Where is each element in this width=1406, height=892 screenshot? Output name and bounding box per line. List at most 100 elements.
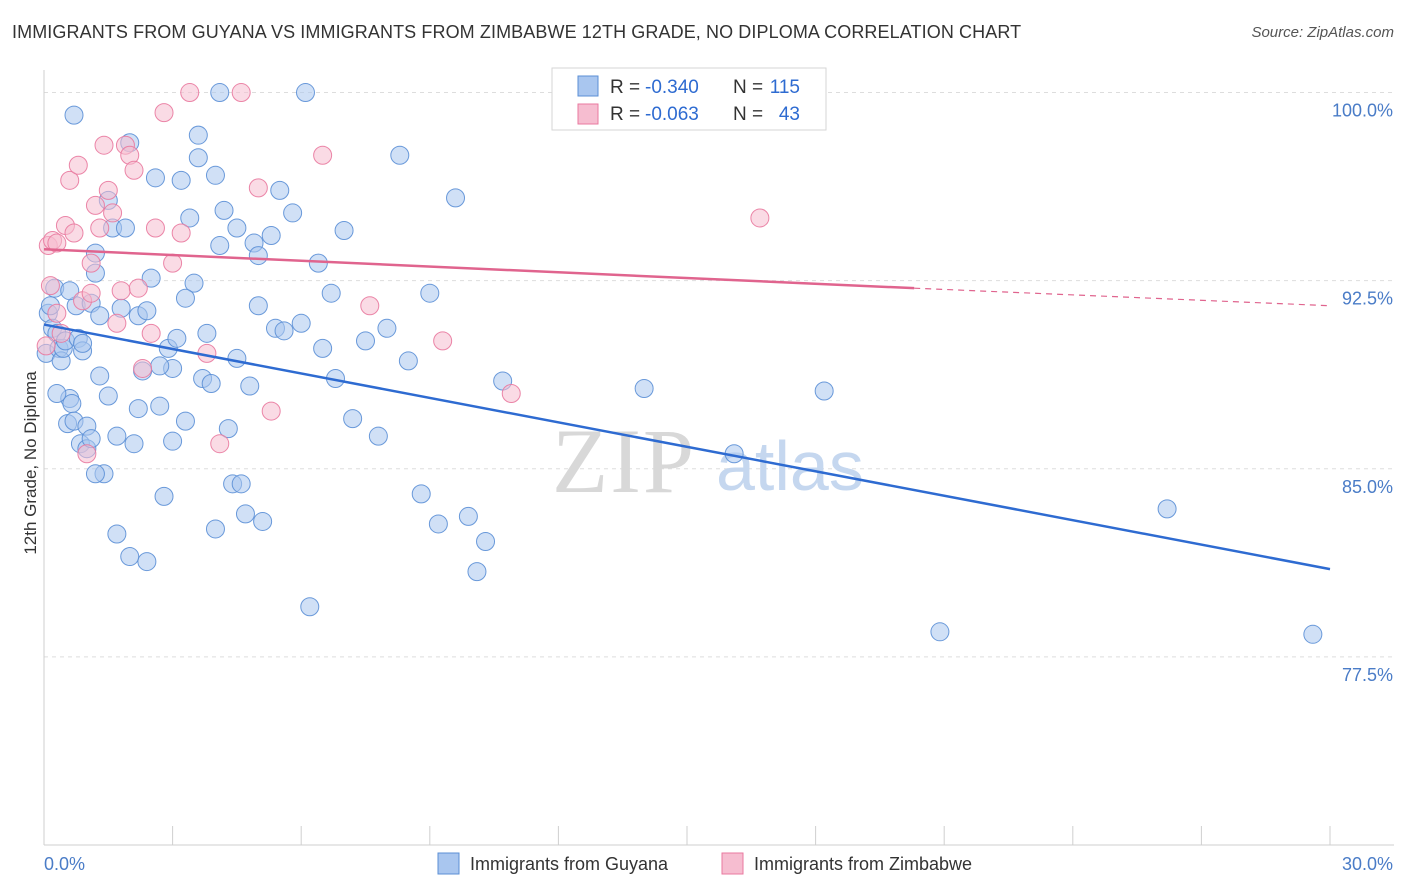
point-zimbabwe	[124, 160, 144, 180]
point-guyana	[356, 331, 375, 351]
point-guyana	[205, 519, 225, 539]
point-zimbabwe	[40, 276, 60, 296]
bottom-legend-label-zimbabwe: Immigrants from Zimbabwe	[754, 854, 972, 874]
point-guyana	[115, 218, 135, 238]
bottom-legend-swatch-zimbabwe	[721, 852, 744, 875]
point-guyana	[201, 373, 221, 393]
point-guyana	[124, 434, 144, 454]
point-zimbabwe	[248, 178, 268, 198]
point-guyana	[283, 203, 303, 223]
x-tick-label-max: 30.0%	[1342, 854, 1393, 874]
legend-n-label-guyana: N =	[733, 77, 763, 98]
point-guyana	[420, 283, 440, 303]
point-zimbabwe	[98, 180, 118, 200]
point-guyana	[171, 170, 191, 190]
y-tick-label: 85.0%	[1342, 477, 1393, 497]
point-guyana	[175, 411, 195, 431]
point-guyana	[150, 356, 170, 376]
point-guyana	[137, 301, 157, 321]
point-guyana	[107, 524, 127, 544]
point-guyana	[235, 504, 255, 524]
point-guyana	[145, 168, 165, 188]
point-zimbabwe	[81, 253, 101, 273]
legend-r-value-guyana: -0.340	[645, 77, 699, 98]
legend-swatch-zimbabwe	[577, 103, 599, 125]
point-guyana	[214, 200, 234, 220]
point-zimbabwe	[360, 296, 380, 316]
point-guyana	[343, 409, 363, 429]
point-guyana	[141, 268, 161, 288]
point-guyana	[930, 622, 950, 642]
point-zimbabwe	[107, 313, 127, 333]
point-guyana	[334, 220, 354, 240]
point-zimbabwe	[501, 384, 521, 404]
point-guyana	[270, 180, 290, 200]
y-tick-labels: 77.5% 85.0% 92.5% 100.0%	[1332, 101, 1393, 685]
trend-line-zimbabwe	[43, 248, 915, 290]
point-guyana	[60, 281, 80, 301]
point-guyana	[377, 318, 397, 338]
point-guyana	[85, 464, 105, 484]
bottom-legend-swatch-guyana	[437, 852, 460, 875]
point-guyana	[248, 296, 268, 316]
point-guyana	[180, 208, 200, 228]
point-zimbabwe	[180, 83, 200, 103]
point-guyana	[184, 273, 204, 293]
point-guyana	[137, 552, 157, 572]
point-guyana	[411, 484, 431, 504]
point-guyana	[218, 419, 238, 439]
point-zimbabwe	[750, 208, 770, 228]
point-guyana	[467, 562, 487, 582]
watermark: ZIP atlas	[552, 410, 864, 512]
point-guyana	[240, 376, 260, 396]
point-guyana	[1303, 624, 1323, 644]
point-guyana	[390, 145, 410, 165]
point-guyana	[1157, 499, 1177, 519]
trend-lines	[43, 248, 1331, 571]
y-tick-label: 92.5%	[1342, 289, 1393, 309]
point-guyana	[398, 351, 418, 371]
point-guyana	[253, 511, 273, 531]
point-zimbabwe	[145, 218, 165, 238]
point-guyana	[73, 333, 93, 353]
point-guyana	[261, 226, 281, 246]
legend-n-value-zimbabwe: 43	[779, 104, 800, 125]
point-guyana	[313, 338, 333, 358]
y-axis-label: 12th Grade, No Diploma	[21, 371, 40, 555]
point-zimbabwe	[77, 444, 97, 464]
point-guyana	[291, 313, 311, 333]
point-guyana	[634, 379, 654, 399]
chart-title: IMMIGRANTS FROM GUYANA VS IMMIGRANTS FRO…	[12, 22, 1022, 42]
point-guyana	[167, 328, 187, 348]
point-guyana	[227, 348, 247, 368]
point-zimbabwe	[81, 283, 101, 303]
point-guyana	[90, 306, 110, 326]
point-zimbabwe	[94, 135, 114, 155]
axes	[43, 70, 1394, 846]
point-zimbabwe	[128, 278, 148, 298]
point-guyana	[154, 486, 174, 506]
point-guyana	[163, 431, 183, 451]
x-tick-marks	[43, 826, 1331, 845]
point-guyana	[428, 514, 448, 534]
point-guyana	[210, 236, 230, 256]
point-guyana	[321, 283, 341, 303]
legend-r-label-zimbabwe: R =	[610, 104, 640, 125]
legend-r-value-zimbabwe: -0.063	[645, 104, 699, 125]
legend-n-label-zimbabwe: N =	[733, 104, 763, 125]
point-guyana	[368, 426, 388, 446]
point-zimbabwe	[210, 434, 230, 454]
bottom-legend-label-guyana: Immigrants from Guyana	[470, 854, 669, 874]
point-guyana	[476, 532, 496, 552]
trend-line-guyana	[43, 323, 1331, 571]
legend-n-value-guyana: 115	[770, 77, 800, 98]
point-guyana	[197, 323, 217, 343]
watermark-zip: ZIP	[552, 410, 696, 512]
point-guyana	[90, 366, 110, 386]
legend-r-label-guyana: R =	[610, 77, 640, 98]
point-zimbabwe	[141, 323, 161, 343]
point-guyana	[308, 253, 328, 273]
point-guyana	[231, 474, 251, 494]
point-zimbabwe	[154, 103, 174, 123]
point-zimbabwe	[47, 303, 67, 323]
